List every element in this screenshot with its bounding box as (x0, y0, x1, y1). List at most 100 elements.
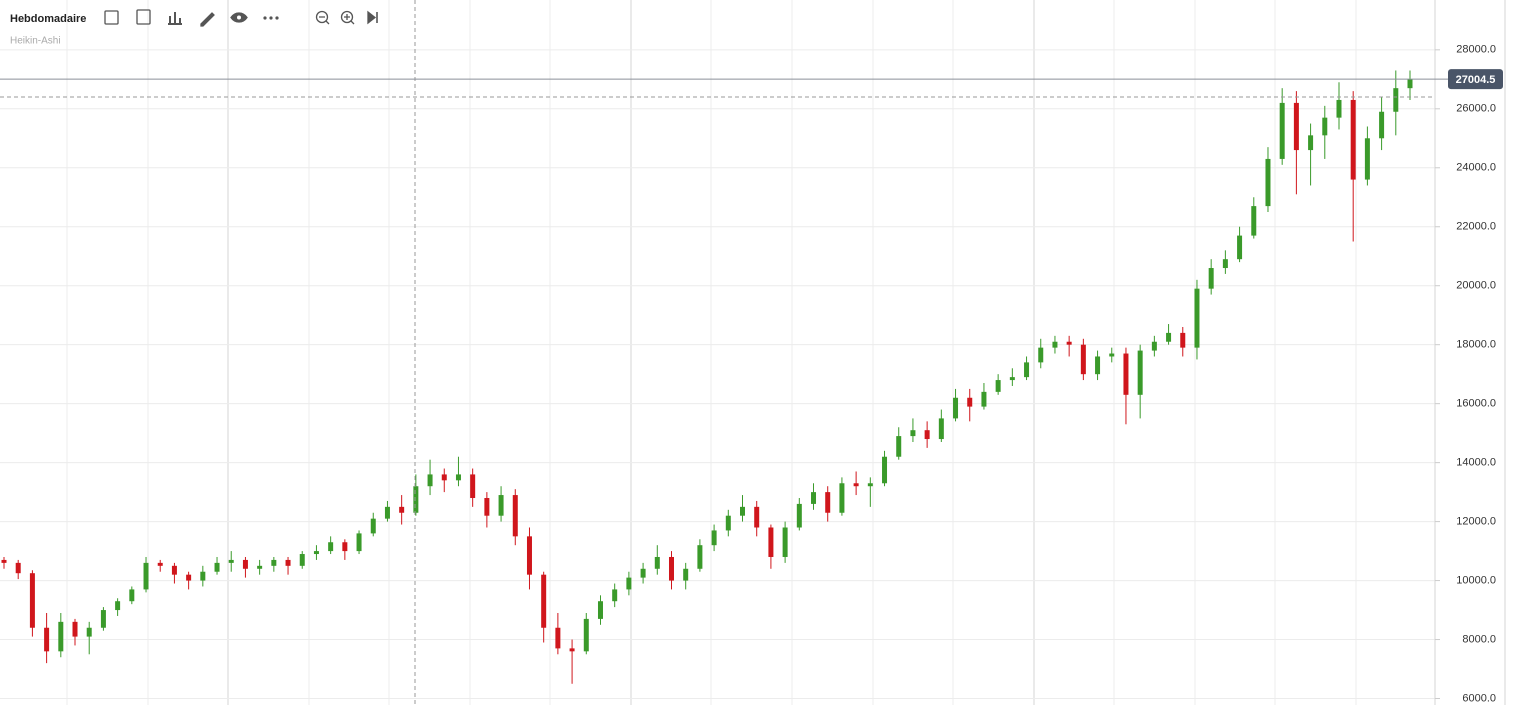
candle-body (342, 542, 348, 552)
candle-body (1265, 158, 1271, 207)
vertical-grid (66, 0, 1357, 705)
candle-body (740, 506, 746, 516)
candle-body (512, 495, 518, 537)
candle-body (72, 621, 78, 637)
y-tick-label: 12000.0 (1456, 516, 1496, 528)
candle-body (399, 506, 405, 513)
candle-body (242, 559, 248, 569)
candle-body (384, 506, 390, 519)
candle-body (498, 495, 504, 516)
candle-body (44, 627, 50, 652)
candle-body (924, 430, 930, 440)
candle-body (626, 577, 632, 590)
candle-body (370, 518, 376, 534)
candle-body (1095, 356, 1101, 375)
y-tick-label: 22000.0 (1456, 221, 1496, 233)
candle-body (313, 551, 319, 555)
candle-body (1322, 117, 1328, 136)
candle-body (228, 559, 234, 563)
candle-body (200, 571, 206, 581)
candle-body (1251, 206, 1257, 236)
interval-label[interactable]: Hebdomadaire (10, 13, 86, 25)
candle-body (640, 568, 646, 578)
candle-body (683, 568, 689, 581)
candle-body (1279, 102, 1285, 159)
last-price-box (1448, 69, 1503, 90)
candle-body (654, 556, 660, 569)
candle-body (1336, 99, 1342, 118)
candle-body (754, 506, 760, 528)
candle-body (782, 527, 788, 557)
candle-body (143, 562, 149, 590)
y-tick-label: 18000.0 (1456, 339, 1496, 351)
candle-body (1222, 259, 1228, 269)
zoom-in-icon[interactable] (340, 10, 354, 24)
candles (1, 70, 1413, 684)
candle-body (811, 492, 817, 504)
candle-body (455, 474, 461, 481)
y-tick-label: 6000.0 (1462, 692, 1496, 704)
candle-body (214, 562, 220, 572)
candle-body (1080, 344, 1086, 375)
more-icon[interactable] (263, 16, 267, 20)
candle-body (796, 503, 802, 528)
draw-icon[interactable] (200, 12, 215, 27)
indicators-icon[interactable] (168, 12, 182, 25)
grid (0, 49, 1435, 700)
go-end-icon[interactable] (367, 10, 377, 25)
candle-body (1194, 288, 1200, 348)
candle-body (1180, 332, 1186, 348)
candle-body (157, 562, 163, 566)
last-price-label: 27004.5 (1456, 74, 1496, 86)
candle-body (285, 559, 291, 566)
candle-body (58, 621, 64, 652)
candle-type-icon[interactable] (136, 9, 151, 25)
candle-body (569, 648, 575, 652)
candle-body (839, 483, 845, 513)
candle-body (612, 589, 618, 602)
candle-body (867, 483, 873, 487)
candle-body (441, 474, 447, 481)
candle-body (541, 574, 547, 628)
candle-body (115, 601, 121, 611)
zoom-out-icon[interactable] (315, 10, 329, 24)
y-tick-label: 14000.0 (1456, 457, 1496, 469)
candle-body (910, 430, 916, 437)
candle-body (1379, 111, 1385, 139)
last-price: 27004.5 (0, 69, 1503, 90)
candle-body (1364, 138, 1370, 180)
y-tick-label: 24000.0 (1456, 162, 1496, 174)
candle-body (171, 565, 177, 575)
candle-body (1393, 88, 1399, 112)
candle-body (1293, 102, 1299, 151)
y-tick-label: 28000.0 (1456, 44, 1496, 56)
candle-body (257, 565, 263, 569)
candle-body (1308, 135, 1314, 151)
y-tick-label: 26000.0 (1456, 103, 1496, 115)
candle-body (896, 436, 902, 457)
candle-body (1123, 353, 1129, 395)
y-tick-label: 16000.0 (1456, 398, 1496, 410)
candle-body (1237, 235, 1243, 260)
candle-body (825, 492, 831, 513)
candle-body (768, 527, 774, 557)
candle-body (29, 573, 35, 628)
candle-body (1024, 362, 1030, 378)
candle-body (1407, 79, 1413, 89)
candle-body (953, 397, 959, 419)
candle-body (853, 483, 859, 487)
candle-body (697, 545, 703, 569)
candle-body (668, 556, 674, 581)
y-tick-label: 10000.0 (1456, 574, 1496, 586)
chart-style-label: Heikin-Ashi (10, 36, 61, 47)
candle-body (597, 601, 603, 619)
candle-body (555, 627, 561, 649)
calendar-icon[interactable] (104, 10, 119, 25)
candle-body (1166, 332, 1172, 342)
candle-body (1109, 353, 1115, 357)
candle-body (583, 618, 589, 652)
candle-body (484, 498, 490, 516)
y-tick-label: 8000.0 (1462, 633, 1496, 645)
candle-body (427, 474, 433, 487)
